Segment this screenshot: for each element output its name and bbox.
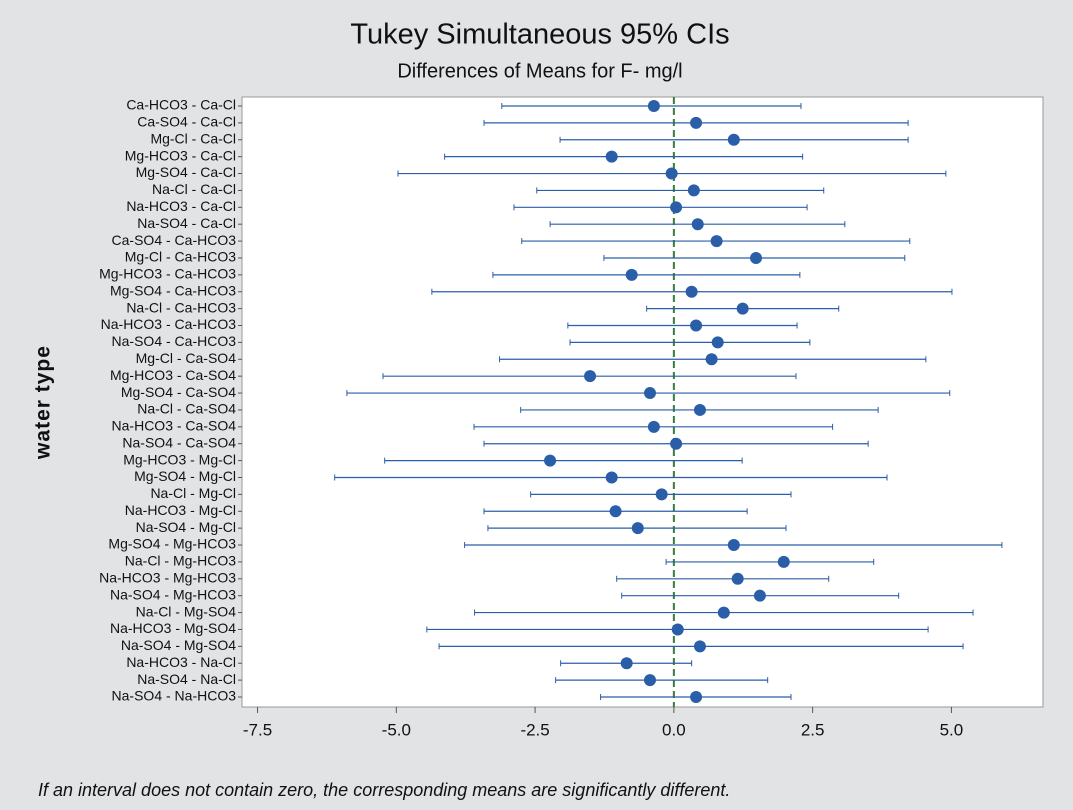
y-tick-label: Na-Cl - Mg-Cl	[150, 485, 236, 501]
mean-point	[691, 218, 704, 231]
y-tick-label: Na-HCO3 - Ca-HCO3	[101, 316, 237, 332]
y-tick-label: Na-SO4 - Ca-HCO3	[112, 333, 237, 349]
y-tick-label: Na-HCO3 - Ca-Cl	[126, 198, 236, 214]
y-tick-label: Mg-Cl - Ca-SO4	[136, 350, 237, 366]
mean-point	[605, 471, 618, 484]
mean-point	[647, 420, 660, 433]
mean-point	[705, 353, 718, 366]
y-tick-label: Na-Cl - Ca-Cl	[152, 181, 236, 197]
mean-point	[655, 488, 668, 501]
y-tick-label: Na-SO4 - Mg-Cl	[136, 519, 236, 535]
y-tick-label: Na-HCO3 - Mg-SO4	[110, 620, 236, 636]
y-tick-label: Mg-SO4 - Ca-Cl	[136, 164, 236, 180]
mean-point	[727, 133, 740, 146]
mean-point	[625, 268, 638, 281]
mean-point	[711, 336, 724, 349]
y-tick-label: Na-Cl - Mg-SO4	[136, 603, 237, 619]
mean-point	[671, 623, 684, 636]
y-tick-label: Na-SO4 - Ca-SO4	[122, 434, 236, 450]
y-tick-label: Na-HCO3 - Ca-SO4	[112, 418, 237, 434]
mean-point	[690, 319, 703, 332]
footnote: If an interval does not contain zero, th…	[38, 780, 730, 800]
mean-point	[631, 522, 644, 535]
x-tick-label: -5.0	[382, 720, 411, 739]
mean-point	[665, 167, 678, 180]
mean-point	[584, 370, 597, 383]
y-tick-label: Na-HCO3 - Na-Cl	[126, 654, 236, 670]
mean-point	[690, 116, 703, 129]
mean-point	[753, 589, 766, 602]
x-tick-label: -2.5	[520, 720, 549, 739]
mean-point	[670, 437, 683, 450]
chart-title: Tukey Simultaneous 95% CIs	[350, 19, 729, 51]
y-tick-label: Mg-SO4 - Ca-SO4	[121, 384, 236, 400]
mean-point	[685, 285, 698, 298]
y-tick-label: Na-SO4 - Mg-HCO3	[110, 586, 236, 602]
y-tick-label: Na-SO4 - Ca-Cl	[137, 215, 236, 231]
y-tick-label: Ca-SO4 - Ca-Cl	[137, 114, 236, 130]
y-tick-label: Na-SO4 - Na-Cl	[137, 671, 236, 687]
y-tick-label: Mg-Cl - Ca-HCO3	[125, 249, 236, 265]
y-tick-label: Mg-SO4 - Ca-HCO3	[110, 282, 236, 298]
x-tick-label: 0.0	[662, 720, 686, 739]
mean-point	[605, 150, 618, 163]
y-tick-label: Na-HCO3 - Mg-Cl	[125, 502, 236, 518]
mean-point	[690, 691, 703, 703]
x-tick-label: -7.5	[243, 720, 272, 739]
mean-point	[609, 505, 622, 518]
y-tick-label: Na-SO4 - Mg-SO4	[121, 637, 236, 653]
mean-point	[647, 100, 660, 112]
y-tick-label: Na-Cl - Ca-HCO3	[126, 299, 236, 315]
y-tick-label: Mg-Cl - Ca-Cl	[150, 130, 236, 146]
mean-point	[693, 640, 706, 653]
y-tick-label: Na-SO4 - Na-HCO3	[112, 688, 237, 704]
plot-area	[241, 96, 1044, 708]
mean-point	[750, 251, 763, 264]
mean-point	[670, 201, 683, 214]
mean-point	[544, 454, 557, 467]
y-tick-label: Mg-SO4 - Mg-Cl	[134, 468, 236, 484]
y-tick-label: Mg-HCO3 - Ca-SO4	[110, 367, 236, 383]
y-tick-label: Mg-HCO3 - Mg-Cl	[123, 451, 236, 467]
y-tick-label: Mg-HCO3 - Ca-HCO3	[99, 266, 236, 282]
mean-point	[736, 302, 749, 315]
y-tick-label: Na-Cl - Ca-SO4	[137, 401, 236, 417]
mean-point	[643, 674, 656, 687]
y-tick-label: Na-HCO3 - Mg-HCO3	[99, 570, 236, 586]
mean-point	[777, 555, 790, 568]
mean-point	[717, 606, 730, 619]
mean-point	[731, 572, 744, 585]
y-tick-label: Ca-HCO3 - Ca-Cl	[126, 97, 236, 113]
y-axis-label: water type	[32, 345, 55, 460]
mean-point	[710, 235, 723, 248]
y-tick-label: Ca-SO4 - Ca-HCO3	[112, 232, 237, 248]
y-tick-label: Mg-HCO3 - Ca-Cl	[125, 147, 236, 163]
mean-point	[620, 657, 633, 670]
mean-point	[727, 539, 740, 552]
y-tick-label: Na-Cl - Mg-HCO3	[125, 553, 236, 569]
chart-subtitle: Differences of Means for F- mg/l	[397, 60, 682, 82]
y-tick-label: Mg-SO4 - Mg-HCO3	[108, 536, 236, 552]
x-tick-label: 2.5	[801, 720, 825, 739]
mean-point	[687, 184, 700, 197]
mean-point	[693, 403, 706, 416]
mean-point	[643, 387, 656, 400]
x-tick-label: 5.0	[940, 720, 964, 739]
